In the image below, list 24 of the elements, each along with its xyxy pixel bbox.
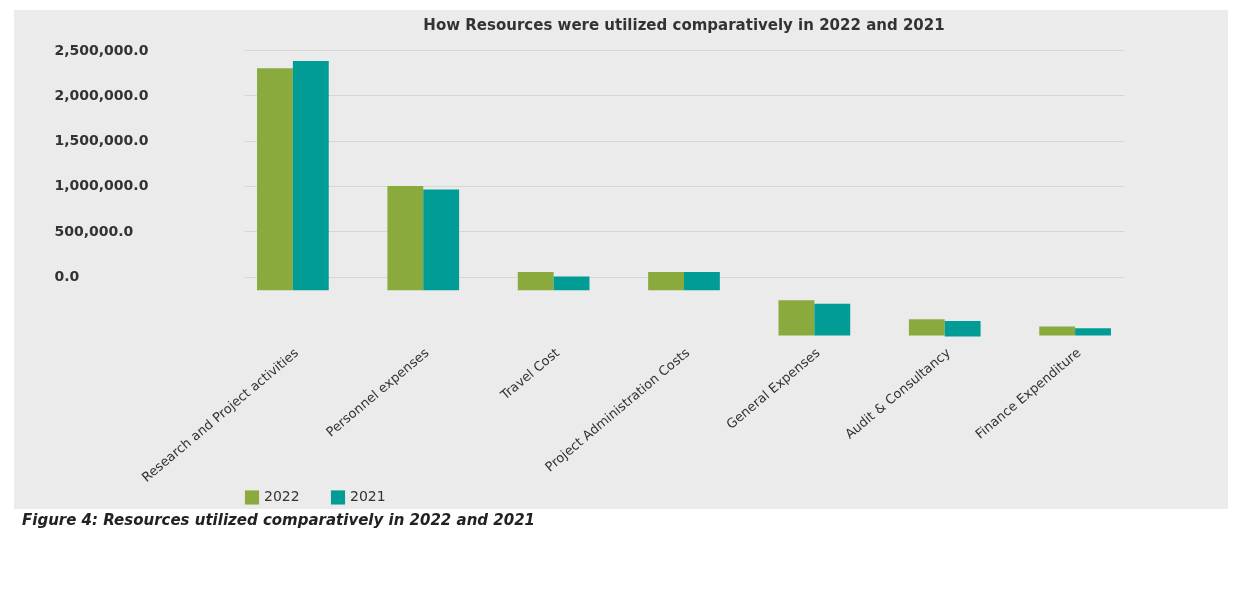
y-tick-label: 1,500,000.0 xyxy=(54,132,149,149)
bar xyxy=(648,272,684,291)
y-tick-label: 2,000,000.0 xyxy=(54,86,149,103)
bar xyxy=(553,276,590,291)
legend-label: 2021 xyxy=(350,488,386,505)
bar xyxy=(814,303,851,336)
chart-title: How Resources were utilized comparatively in 2022 and 2021 xyxy=(423,16,945,34)
bar xyxy=(517,272,554,291)
y-tick-label: 2,500,000.0 xyxy=(54,41,149,58)
bar xyxy=(684,272,720,291)
y-tick-label: 500,000.0 xyxy=(54,222,134,239)
bar xyxy=(908,319,945,336)
y-tick-label: 1,000,000.0 xyxy=(54,177,149,194)
bar xyxy=(1039,326,1076,336)
bar xyxy=(257,68,293,291)
legend-label: 2022 xyxy=(264,488,300,505)
y-tick-label: 0.0 xyxy=(54,268,80,285)
caption: Figure 4: Resources utilized comparatively in 2022 and 2021 xyxy=(22,511,537,529)
bar xyxy=(387,185,424,291)
bar xyxy=(423,189,460,291)
bar xyxy=(292,60,329,291)
bar xyxy=(778,300,815,336)
bar xyxy=(944,320,981,337)
bar xyxy=(1075,328,1111,336)
